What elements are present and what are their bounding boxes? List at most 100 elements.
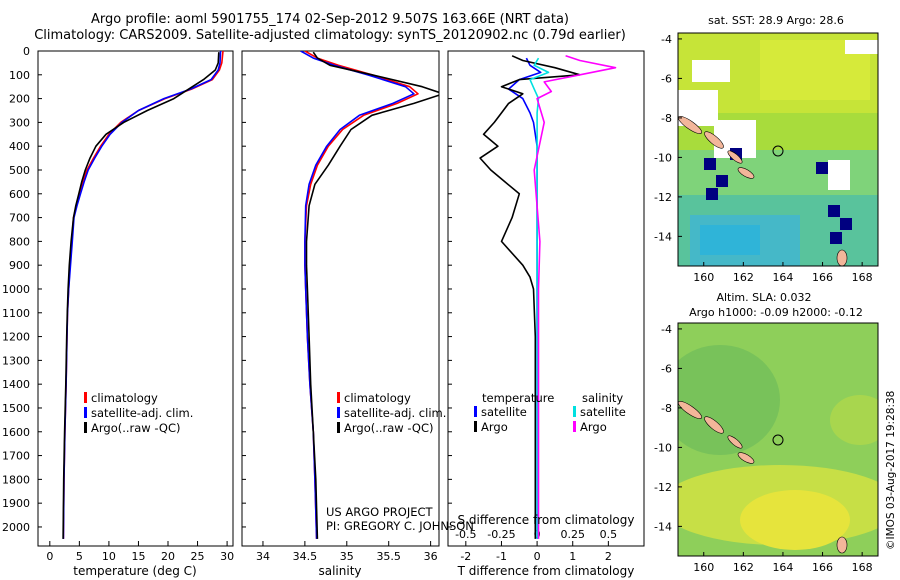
temperature-legend: climatology satellite-adj. clim. Argo(..… bbox=[84, 391, 193, 435]
depth-tick-label: 100 bbox=[9, 69, 30, 82]
depth-tick-label: 500 bbox=[9, 164, 30, 177]
x2-tick-label: -0.5 bbox=[455, 528, 476, 541]
depth-tick-label: 900 bbox=[9, 259, 30, 272]
sla-yellow-core bbox=[740, 490, 850, 550]
island bbox=[727, 150, 743, 164]
x-tick-label: -2 bbox=[460, 550, 471, 563]
depth-tick-label: 1400 bbox=[2, 378, 30, 391]
lon-tick-label: 168 bbox=[852, 561, 873, 574]
missing-data-cell bbox=[704, 158, 716, 170]
temperature-xlabel: temperature (deg C) bbox=[73, 564, 196, 578]
cloud-mask bbox=[692, 60, 730, 82]
legend-label-argo: Argo(..raw -QC) bbox=[91, 421, 181, 435]
lon-tick-label: 166 bbox=[812, 271, 833, 284]
depth-tick-label: 400 bbox=[9, 140, 30, 153]
depth-tick-label: 1300 bbox=[2, 354, 30, 367]
lat-tick-label: -4 bbox=[661, 33, 672, 46]
sla-map-frame bbox=[677, 322, 879, 557]
salinity-xlabel: salinity bbox=[318, 564, 361, 578]
sst-map-frame bbox=[677, 32, 879, 267]
lat-tick-label: -14 bbox=[654, 230, 672, 243]
depth-tick-label: 300 bbox=[9, 116, 30, 129]
island bbox=[836, 536, 848, 554]
legend-swatch-argo bbox=[337, 422, 340, 433]
cloud-mask bbox=[828, 160, 850, 190]
x-tick-label: 35.5 bbox=[376, 550, 401, 563]
difference-panel-frame bbox=[447, 50, 645, 547]
difference-s-title: S difference from climatology bbox=[458, 513, 635, 527]
x2-tick-label: -0.25 bbox=[487, 528, 515, 541]
legend-swatch-argo bbox=[84, 422, 87, 433]
sst-cool-core bbox=[700, 225, 760, 255]
legend-label-s-argo: Argo bbox=[580, 420, 607, 434]
depth-tick-label: 2000 bbox=[2, 521, 30, 534]
sst-map bbox=[678, 33, 878, 266]
depth-tick-label: 200 bbox=[9, 93, 30, 106]
series-line-argo-raw-qc- bbox=[305, 51, 439, 539]
island bbox=[737, 452, 755, 464]
missing-data-cell bbox=[816, 162, 828, 174]
missing-data-cell bbox=[716, 175, 728, 187]
legend-label-t-argo: Argo bbox=[481, 420, 508, 434]
x-tick-label: 34 bbox=[256, 550, 270, 563]
series-line-satellite-adj-clim- bbox=[300, 51, 415, 539]
sla-map bbox=[678, 323, 878, 556]
figure-title-line2: Climatology: CARS2009. Satellite-adjuste… bbox=[34, 28, 626, 43]
legend-label-s-satellite: satellite bbox=[580, 405, 626, 419]
lat-tick-label: -10 bbox=[654, 441, 672, 454]
legend-label-argo: Argo(..raw -QC) bbox=[344, 421, 434, 435]
lon-tick-label: 162 bbox=[733, 271, 754, 284]
x-tick-label: 2 bbox=[605, 550, 612, 563]
island bbox=[704, 131, 724, 149]
credit-pi: PI: GREGORY C. JOHNSON bbox=[326, 519, 474, 533]
lat-tick-label: -10 bbox=[654, 151, 672, 164]
sla-map-title-line2: Argo h1000: -0.09 h2000: -0.12 bbox=[689, 306, 863, 319]
missing-data-cell bbox=[706, 188, 718, 200]
depth-tick-label: 800 bbox=[9, 235, 30, 248]
x-tick-label: 10 bbox=[102, 550, 116, 563]
legend-label-satellite: satellite-adj. clim. bbox=[91, 406, 193, 420]
x-tick-label: 5 bbox=[76, 550, 83, 563]
temperature-x-ticks: 0 5 10 15 20 25 30 bbox=[46, 541, 234, 563]
island bbox=[704, 416, 724, 434]
legend-swatch-climatology bbox=[337, 392, 340, 403]
series-line-salinity-argo bbox=[533, 55, 617, 539]
depth-axis: 0 100 200 300 400 500 600 700 800 900 1000 1100 1200… bbox=[2, 45, 452, 534]
sla-map-ticks: -4 -6 -8 -10 -12 -14 160 162 164 166 168 bbox=[654, 323, 873, 574]
lon-tick-label: 166 bbox=[812, 561, 833, 574]
legend-swatch-t-satellite bbox=[474, 406, 477, 417]
island bbox=[727, 435, 743, 449]
difference-series bbox=[479, 55, 617, 539]
legend-swatch-s-satellite bbox=[573, 406, 576, 417]
legend-label-climatology: climatology bbox=[91, 391, 158, 405]
island bbox=[678, 116, 702, 134]
island bbox=[836, 249, 848, 266]
series-line-temperature-argo bbox=[479, 55, 581, 539]
legend-swatch-t-argo bbox=[474, 421, 477, 432]
salinity-legend: climatology satellite-adj. clim. Argo(..… bbox=[326, 391, 474, 533]
sla-map-title-line1: Altim. SLA: 0.032 bbox=[716, 291, 811, 304]
legend-title-salinity: salinity bbox=[582, 391, 623, 405]
x-tick-label: 25 bbox=[191, 550, 205, 563]
x-tick-label: 30 bbox=[220, 550, 234, 563]
missing-data-cell bbox=[830, 232, 842, 244]
legend-title-temperature: temperature bbox=[482, 391, 554, 405]
temperature-series bbox=[62, 51, 224, 539]
sst-map-ticks: -4 -6 -8 -10 -12 -14 160 162 164 166 168 bbox=[654, 33, 873, 284]
legend-swatch-satellite bbox=[337, 407, 340, 418]
legend-swatch-satellite bbox=[84, 407, 87, 418]
depth-tick-label: 700 bbox=[9, 212, 30, 225]
x-tick-label: 0 bbox=[534, 550, 541, 563]
legend-swatch-climatology bbox=[84, 392, 87, 403]
x-tick-label: -1 bbox=[496, 550, 507, 563]
difference-x-ticks: -2 -1 0 1 2-0.5 -0.25 0 0.25 0.5 bbox=[455, 528, 617, 563]
lat-tick-label: -4 bbox=[661, 323, 672, 336]
x-tick-label: 1 bbox=[569, 550, 576, 563]
figure-title-line1: Argo profile: aoml 5901755_174 02-Sep-20… bbox=[91, 12, 569, 27]
lon-tick-label: 160 bbox=[693, 271, 714, 284]
lat-tick-label: -6 bbox=[661, 362, 672, 375]
series-line-argo-raw-qc- bbox=[62, 52, 220, 539]
lat-tick-label: -6 bbox=[661, 72, 672, 85]
depth-tick-label: 1200 bbox=[2, 331, 30, 344]
x-tick-label: 34.5 bbox=[293, 550, 318, 563]
